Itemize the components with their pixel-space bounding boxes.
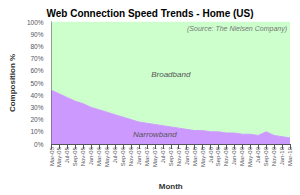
svg-text:80%: 80% (31, 43, 44, 50)
svg-text:Nov-06: Nov-06 (128, 146, 134, 166)
svg-text:Sep-07: Sep-07 (168, 146, 174, 166)
svg-text:Jan-09: Jan-09 (231, 146, 237, 165)
svg-text:Mar-08: Mar-08 (192, 146, 198, 166)
svg-text:40%: 40% (31, 92, 44, 99)
svg-text:Jan-10: Jan-10 (279, 146, 285, 165)
svg-text:Broadband: Broadband (151, 70, 191, 79)
svg-text:May-09: May-09 (247, 146, 253, 167)
svg-text:May-05: May-05 (56, 146, 62, 167)
svg-text:10%: 10% (31, 128, 44, 135)
svg-text:May-06: May-06 (104, 146, 110, 167)
svg-text:Sep-06: Sep-06 (120, 146, 126, 166)
svg-text:Month: Month (159, 182, 183, 191)
svg-text:Jan-07: Jan-07 (136, 146, 142, 165)
svg-text:Jul-08: Jul-08 (208, 146, 214, 163)
svg-text:Nov-09: Nov-09 (271, 146, 277, 166)
svg-text:Sep-09: Sep-09 (263, 146, 269, 166)
svg-text:Jul-07: Jul-07 (160, 146, 166, 163)
svg-text:Mar-10: Mar-10 (287, 146, 293, 166)
svg-text:Narrowband: Narrowband (133, 130, 177, 139)
svg-text:Composition %: Composition % (8, 54, 17, 112)
svg-text:Mar-06: Mar-06 (96, 146, 102, 166)
svg-text:May-08: May-08 (200, 146, 206, 167)
svg-text:60%: 60% (31, 67, 44, 74)
svg-text:Sep-05: Sep-05 (72, 146, 78, 166)
svg-text:Nov-05: Nov-05 (80, 146, 86, 166)
svg-text:0%: 0% (34, 141, 44, 148)
svg-text:70%: 70% (31, 55, 44, 62)
svg-text:Mar-09: Mar-09 (239, 146, 245, 166)
svg-text:Nov-08: Nov-08 (223, 146, 229, 166)
svg-text:Mar-05: Mar-05 (49, 146, 55, 166)
svg-text:Web Connection Speed Trends -: Web Connection Speed Trends - Home (US) (46, 8, 253, 19)
svg-text:100%: 100% (27, 19, 44, 26)
svg-text:Jan-06: Jan-06 (88, 146, 94, 165)
svg-text:20%: 20% (31, 116, 44, 123)
svg-text:Jan-08: Jan-08 (184, 146, 190, 165)
svg-text:Jul-05: Jul-05 (64, 146, 70, 163)
svg-text:Jul-09: Jul-09 (255, 146, 261, 163)
svg-text:50%: 50% (31, 80, 44, 87)
svg-text:Nov-07: Nov-07 (176, 146, 182, 166)
svg-text:(Source: The Nielsen Company): (Source: The Nielsen Company) (187, 25, 287, 33)
svg-text:Jul-06: Jul-06 (112, 146, 118, 163)
svg-text:90%: 90% (31, 31, 44, 38)
svg-text:Sep-08: Sep-08 (215, 146, 221, 166)
svg-text:Mar-07: Mar-07 (144, 146, 150, 166)
svg-text:May-07: May-07 (152, 146, 158, 167)
svg-text:30%: 30% (31, 104, 44, 111)
